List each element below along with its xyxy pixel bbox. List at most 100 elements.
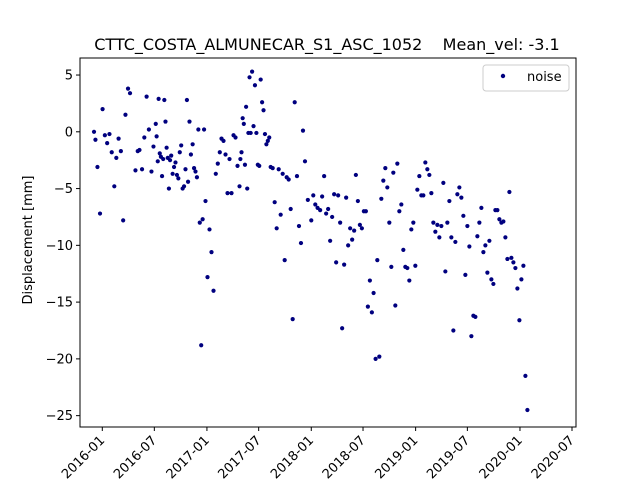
data-point [217,150,222,155]
data-point [167,158,173,163]
data-point [457,185,462,190]
legend: noise [482,64,570,92]
data-point [385,185,390,190]
data-point [240,116,245,121]
data-point [250,69,255,74]
data-point [245,186,250,191]
data-point [290,317,295,322]
data-point [395,161,400,166]
data-point [261,108,266,113]
data-point [196,127,201,132]
data-point [155,159,160,164]
data-point [239,150,244,155]
data-point [107,131,112,137]
y-axis-label: Displacement [mm] [21,176,36,305]
data-point [207,227,212,232]
data-point [427,172,432,178]
data-point [153,121,158,126]
data-point [176,176,181,181]
data-point [463,272,468,277]
data-point [421,193,426,198]
data-point [519,277,524,282]
data-point [209,250,214,255]
data-point [112,184,117,189]
data-point [169,153,174,158]
data-point [215,161,220,166]
data-point [191,166,197,171]
data-point [205,275,210,280]
data-point [142,135,147,140]
data-point [162,97,167,103]
data-point [379,196,384,201]
data-point [181,184,187,189]
data-point [242,162,248,167]
data-point [201,127,207,132]
data-point [260,100,265,105]
data-point [227,156,232,162]
data-point [292,100,297,105]
data-point [443,269,448,274]
data-point [455,192,460,197]
data-point [264,142,269,147]
data-point [233,135,238,140]
data-point [282,258,287,263]
y-tick-label: −15 [46,296,73,311]
data-point [515,286,520,291]
data-point [102,133,107,138]
data-point [133,168,138,173]
plot-area-frame [79,57,577,428]
data-point [194,175,200,180]
data-point [377,354,382,359]
data-point [348,226,353,231]
data-point [469,334,474,339]
data-point [473,314,478,319]
data-point [309,218,314,223]
data-point [435,222,440,227]
data-point [326,206,331,212]
data-point [179,143,184,148]
data-point [336,193,341,198]
data-point [340,326,345,331]
data-point [286,177,291,182]
data-point [332,192,337,197]
data-point [252,83,258,88]
data-point [300,128,306,133]
data-point [451,328,456,333]
data-point [265,138,270,143]
data-point [190,142,195,147]
data-point [127,91,133,96]
data-point [483,243,488,248]
data-point [213,171,218,176]
data-point [509,255,514,260]
y-tick-label: 5 [65,69,73,84]
data-point [174,172,180,178]
data-point [413,263,418,268]
data-point [369,310,374,315]
data-point [164,145,169,150]
data-point [211,288,216,293]
data-point [258,77,263,82]
data-point [188,152,194,157]
data-point [199,343,204,348]
data-point [513,265,518,271]
data-point [437,235,442,240]
data-point [185,179,191,184]
data-point [465,223,470,229]
data-point [431,220,436,225]
data-point [355,198,360,204]
data-point [166,186,172,191]
data-point [342,262,347,267]
data-point [417,173,422,179]
data-point [429,191,434,196]
data-point [409,227,414,232]
data-point [397,209,402,214]
data-point [272,200,277,205]
data-point [105,141,110,146]
data-point [200,217,205,222]
data-point [487,238,492,243]
data-point [383,166,388,171]
data-point [415,187,420,192]
data-point [262,131,268,137]
data-point [353,172,358,178]
